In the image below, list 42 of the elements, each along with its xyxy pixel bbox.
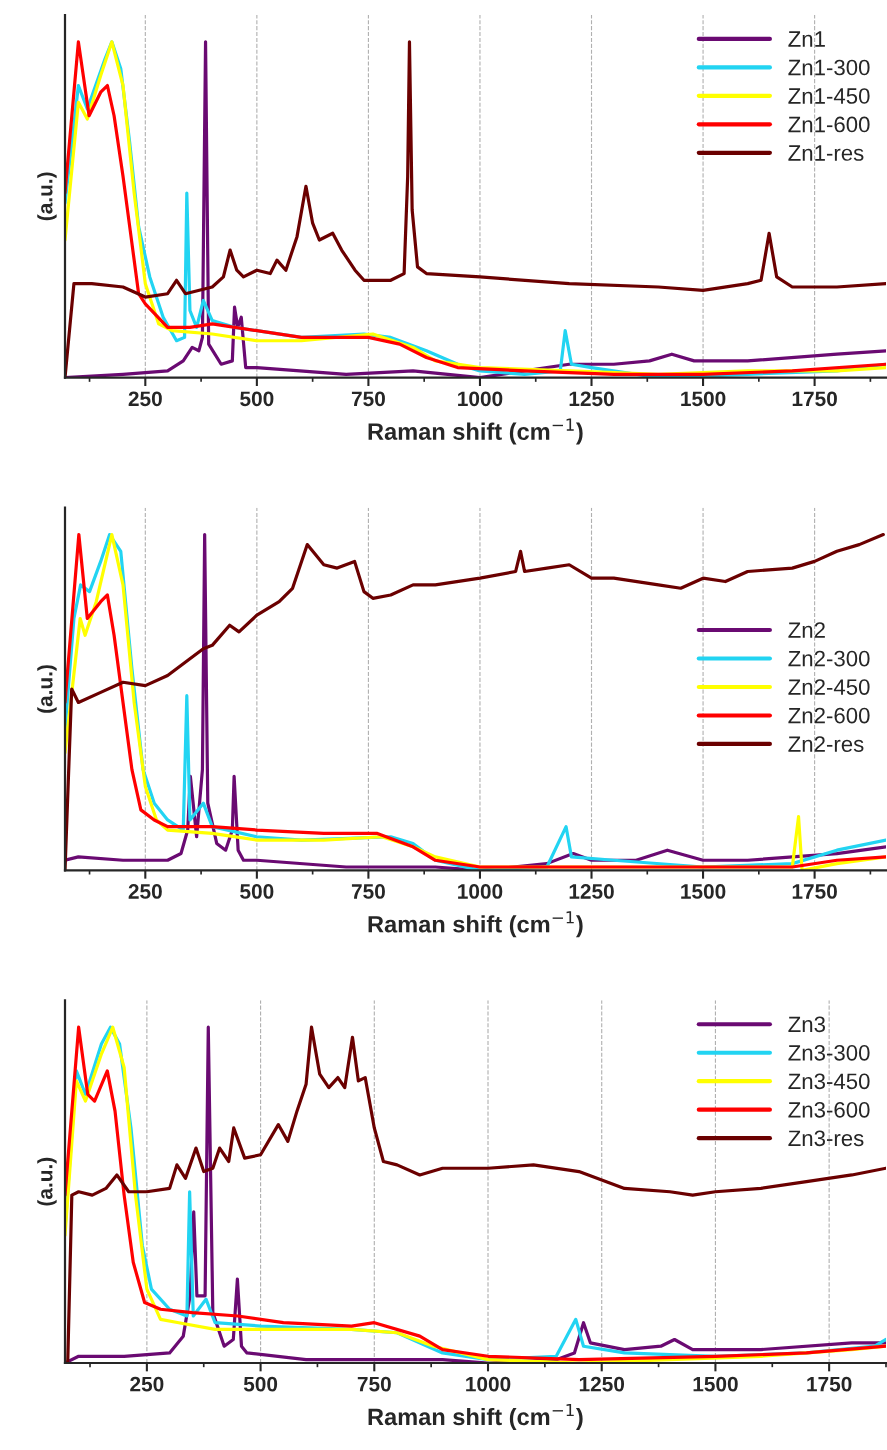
x-tick-label: 250 [128, 391, 162, 407]
x-tick-label: 1250 [569, 884, 614, 899]
y-axis-title: (a.u.) [37, 1157, 57, 1206]
x-tick-label: 500 [240, 884, 274, 899]
x-tick-label: 750 [351, 391, 385, 407]
legend-label: Zn2-300 [788, 650, 870, 667]
x-tick-label: 1750 [807, 1376, 852, 1392]
x-tick-label: 1750 [792, 391, 837, 407]
x-tick-label: 250 [128, 884, 162, 899]
x-tick-label: 250 [130, 1376, 164, 1392]
x-tick-label: 750 [351, 884, 385, 899]
x-axis-title: Raman shift (cm$^{−1}$) [368, 1403, 583, 1430]
legend-label: Zn2-res [788, 736, 864, 752]
x-axis-title: Raman shift (cm$^{−1}$) [368, 418, 583, 445]
legend-label: Zn3-res [788, 1130, 864, 1147]
x-tick-label: 1500 [681, 884, 726, 899]
x-tick-label: 1000 [458, 884, 503, 899]
legend-label: Zn3-600 [788, 1101, 870, 1118]
x-tick-label: 500 [240, 391, 274, 407]
legend-label: Zn1-600 [788, 116, 870, 133]
x-axis-title: Raman shift (cm$^{−1}$) [368, 911, 583, 938]
legend-label: Zn1-300 [788, 59, 870, 76]
legend-label: Zn3-450 [788, 1073, 870, 1090]
legend-label: Zn2 [788, 622, 825, 638]
legend-label: Zn2-600 [788, 707, 870, 724]
x-tick-label: 1000 [466, 1376, 511, 1392]
legend-label: Zn3 [788, 1016, 825, 1033]
x-tick-label: 750 [357, 1376, 391, 1392]
x-tick-label: 1500 [693, 1376, 738, 1392]
y-axis-title: (a.u.) [37, 172, 57, 221]
x-tick-label: 1750 [792, 884, 837, 899]
x-tick-label: 1000 [458, 391, 503, 407]
y-axis-title: (a.u.) [37, 665, 57, 713]
legend-label: Zn1-450 [788, 88, 870, 104]
legend-label: Zn3-300 [788, 1044, 870, 1061]
legend-label: Zn2-450 [788, 679, 870, 695]
legend-label: Zn1 [788, 31, 825, 47]
x-tick-label: 1250 [579, 1376, 625, 1392]
x-tick-label: 500 [243, 1376, 278, 1392]
x-tick-label: 1500 [681, 391, 726, 407]
legend-label: Zn1-res [788, 145, 864, 161]
x-tick-label: 1250 [569, 391, 614, 407]
